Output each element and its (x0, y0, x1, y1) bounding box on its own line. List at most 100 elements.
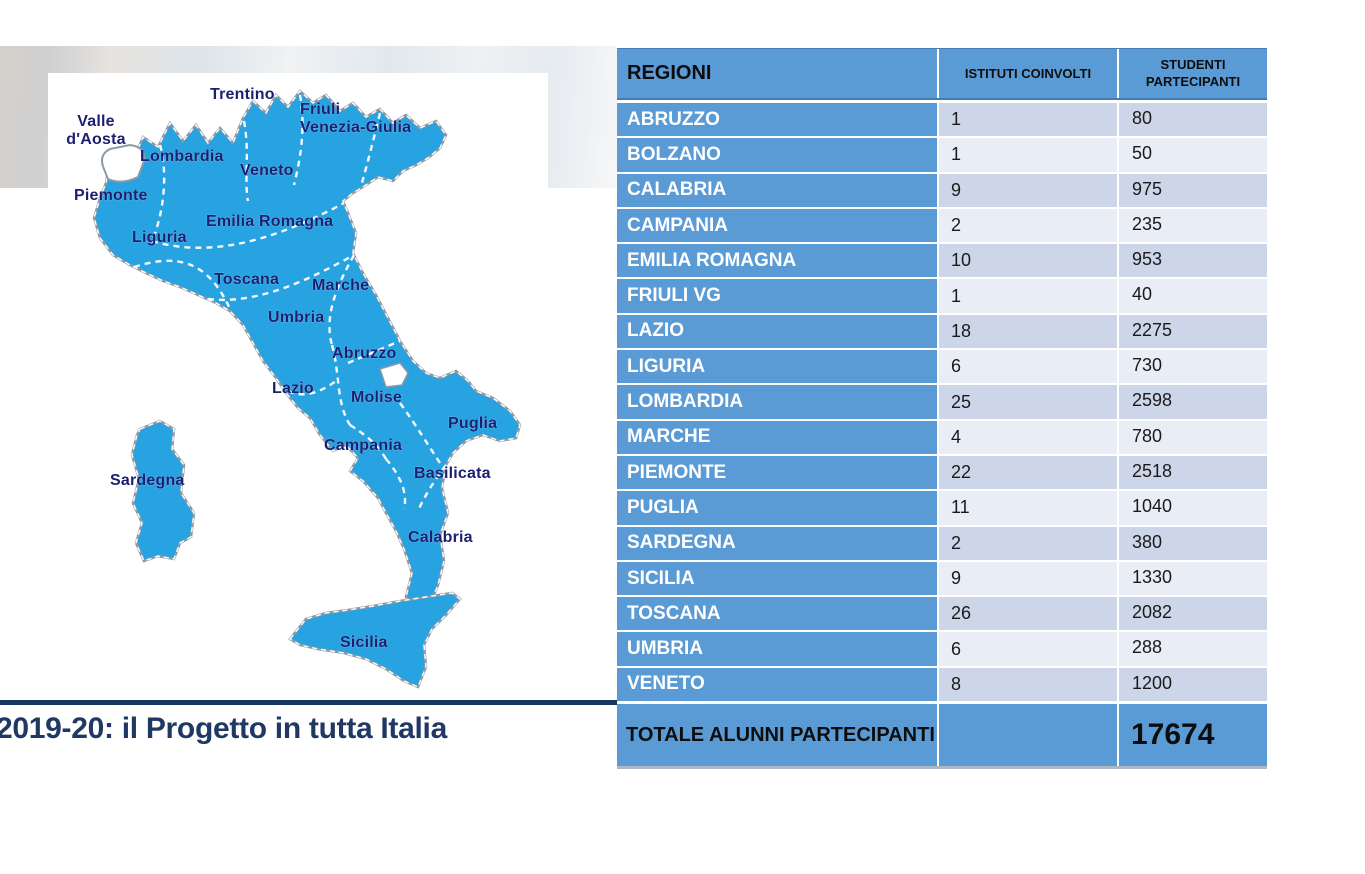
map-region-label: Sicilia (340, 634, 388, 651)
map-region-label: Umbria (268, 309, 325, 326)
map-region-label: Trentino (210, 86, 275, 103)
istituti-cell: 18 (939, 314, 1119, 349)
studenti-cell: 975 (1119, 173, 1267, 207)
region-name-cell: BOLZANO (617, 138, 939, 172)
region-name-cell: LAZIO (617, 314, 939, 349)
region-name-cell: LIGURIA (617, 350, 939, 384)
istituti-cell: 9 (939, 173, 1119, 207)
map-region-label: Sardegna (110, 472, 185, 489)
header-istituti-coinvolti: ISTITUTI COINVOLTI (939, 49, 1119, 98)
table-row: TOSCANA 26 2082 (617, 597, 1267, 633)
map-region-label: Puglia (448, 415, 498, 432)
studenti-cell: 288 (1119, 632, 1267, 666)
table-row: CALABRIA 9 975 (617, 173, 1267, 209)
studenti-cell: 1040 (1119, 491, 1267, 525)
istituti-cell: 11 (939, 491, 1119, 525)
table-row: PUGLIA 11 1040 (617, 491, 1267, 527)
table-row: FRIULI VG 1 40 (617, 279, 1267, 315)
istituti-cell: 8 (939, 667, 1119, 702)
map-region-label: Calabria (408, 529, 473, 546)
studenti-cell: 2518 (1119, 455, 1267, 490)
page-title: 2019-20: il Progetto in tutta Italia (0, 712, 447, 745)
map-region-label: Molise (351, 389, 402, 406)
istituti-cell: 1 (939, 103, 1119, 137)
region-name-cell: FRIULI VG (617, 279, 939, 313)
table-row: PIEMONTE 22 2518 (617, 455, 1267, 492)
istituti-cell: 2 (939, 208, 1119, 243)
table-row: SARDEGNA 2 380 (617, 526, 1267, 562)
region-name-cell: CALABRIA (617, 173, 939, 207)
region-name-cell: PIEMONTE (617, 455, 939, 490)
studenti-cell: 780 (1119, 420, 1267, 454)
istituti-cell: 2 (939, 526, 1119, 560)
table-body: ABRUZZO 1 80 BOLZANO 1 50 CALABRIA 9 975 CAMPANIA… (617, 103, 1267, 702)
map-region-label: Basilicata (414, 465, 491, 482)
istituti-cell: 1 (939, 279, 1119, 313)
molise-shape (379, 362, 409, 388)
table-row: EMILIA ROMAGNA 10 953 (617, 244, 1267, 280)
studenti-cell: 50 (1119, 138, 1267, 172)
table-row: UMBRIA 6 288 (617, 632, 1267, 668)
map-region-label: Valle d'Aosta (66, 113, 126, 148)
istituti-cell: 25 (939, 385, 1119, 419)
table-row: LIGURIA 6 730 (617, 350, 1267, 386)
map-region-label: Veneto (240, 162, 294, 179)
map-region-label: Abruzzo (332, 345, 397, 362)
studenti-cell: 2598 (1119, 385, 1267, 419)
istituti-cell: 6 (939, 350, 1119, 384)
total-row: TOTALE ALUNNI PARTECIPANTI 17674 (617, 704, 1267, 769)
sardegna-shape (130, 419, 196, 563)
map-region-label: Toscana (214, 271, 280, 288)
header-regioni: REGIONI (617, 49, 939, 98)
map-region-label: Lombardia (140, 148, 224, 165)
total-istituti-cell (939, 704, 1119, 766)
table-row: VENETO 8 1200 (617, 667, 1267, 702)
valle-daosta-shape (101, 143, 146, 183)
regions-table: REGIONI ISTITUTI COINVOLTI STUDENTI PART… (617, 48, 1267, 769)
istituti-cell: 9 (939, 561, 1119, 596)
table-header-row: REGIONI ISTITUTI COINVOLTI STUDENTI PART… (617, 48, 1267, 100)
italy-map-graphic (92, 89, 522, 689)
studenti-cell: 235 (1119, 208, 1267, 243)
studenti-cell: 40 (1119, 279, 1267, 313)
region-borders (133, 94, 447, 512)
map-region-label: Friuli Venezia-Giulia (300, 101, 412, 136)
table-row: CAMPANIA 2 235 (617, 208, 1267, 245)
studenti-cell: 2082 (1119, 597, 1267, 631)
studenti-cell: 1200 (1119, 667, 1267, 702)
istituti-cell: 26 (939, 597, 1119, 631)
map-region-label: Piemonte (74, 187, 148, 204)
map-region-label: Marche (312, 277, 370, 294)
map-region-label: Emilia Romagna (206, 213, 334, 230)
istituti-cell: 1 (939, 138, 1119, 172)
map-region-label: Lazio (272, 380, 314, 397)
studenti-cell: 2275 (1119, 314, 1267, 349)
istituti-cell: 6 (939, 632, 1119, 666)
header-studenti-partecipanti: STUDENTI PARTECIPANTI (1145, 56, 1241, 89)
istituti-cell: 10 (939, 244, 1119, 278)
region-name-cell: EMILIA ROMAGNA (617, 244, 939, 278)
studenti-cell: 730 (1119, 350, 1267, 384)
region-name-cell: CAMPANIA (617, 208, 939, 243)
table-row: LOMBARDIA 25 2598 (617, 385, 1267, 421)
region-name-cell: LOMBARDIA (617, 385, 939, 419)
total-label: TOTALE ALUNNI PARTECIPANTI (617, 704, 939, 766)
title-divider-line (0, 700, 617, 705)
table-row: LAZIO 18 2275 (617, 314, 1267, 351)
table-row: SICILIA 9 1330 (617, 561, 1267, 598)
studenti-cell: 953 (1119, 244, 1267, 278)
studenti-cell: 380 (1119, 526, 1267, 560)
istituti-cell: 4 (939, 420, 1119, 454)
studenti-cell: 80 (1119, 103, 1267, 137)
table-row: ABRUZZO 1 80 (617, 103, 1267, 139)
istituti-cell: 22 (939, 455, 1119, 490)
region-name-cell: SICILIA (617, 561, 939, 596)
map-region-label: Liguria (132, 229, 187, 246)
region-name-cell: UMBRIA (617, 632, 939, 666)
region-name-cell: VENETO (617, 667, 939, 702)
map-region-label: Campania (324, 437, 403, 454)
table-row: MARCHE 4 780 (617, 420, 1267, 456)
total-value: 17674 (1131, 718, 1215, 751)
table-row: BOLZANO 1 50 (617, 138, 1267, 174)
